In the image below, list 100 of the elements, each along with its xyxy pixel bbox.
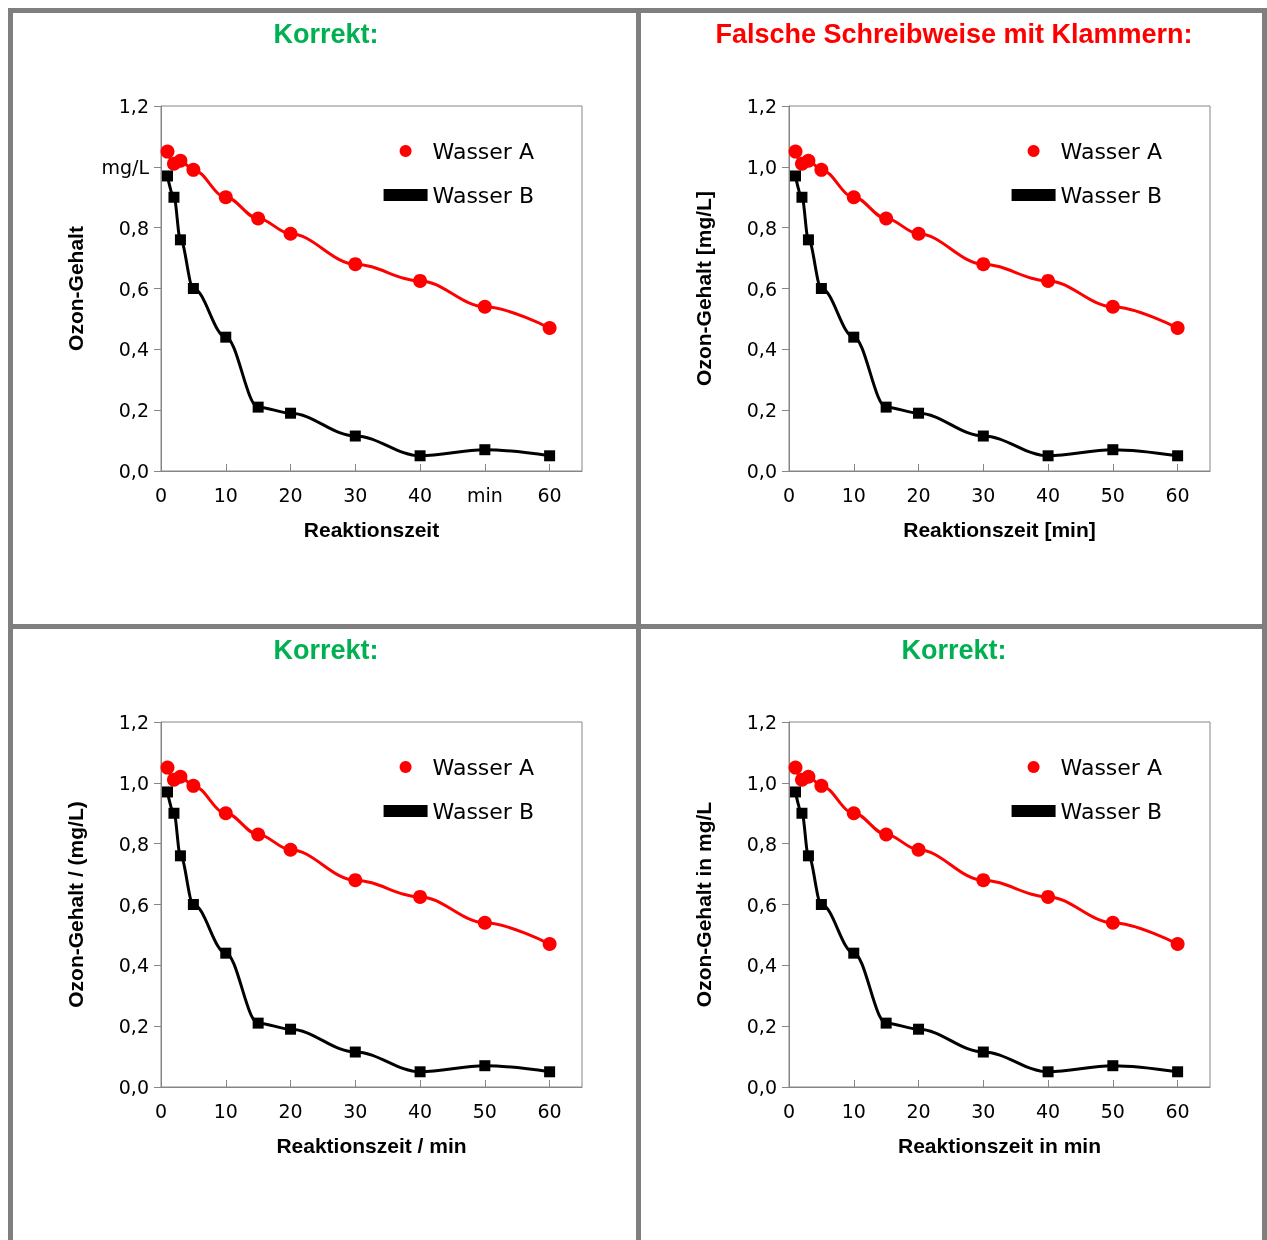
legend-label: Wasser B [432,798,534,824]
point [220,947,232,959]
x-tick-label: 40 [1035,483,1061,506]
y-tick-label: 0,2 [746,399,777,422]
point [1170,937,1185,952]
point [414,1066,426,1078]
point [815,899,827,910]
x-axis-title: Reaktionszeit / min [276,1134,467,1157]
point [814,162,829,177]
point [846,190,861,205]
point [1107,1060,1119,1072]
point [479,444,491,456]
point [168,807,180,819]
y-tick-label: 0,2 [118,399,149,422]
point [542,321,557,336]
point [977,1046,989,1058]
y-tick-label: 1,0 [118,771,149,794]
x-axis-title: Reaktionszeit [min] [903,518,1096,541]
point [173,769,188,784]
x-tick-label: 20 [906,483,931,506]
x-axis-title: Reaktionszeit [303,518,440,541]
x-tick-label: 20 [906,1099,931,1122]
point [283,842,298,857]
point [173,153,188,168]
point [913,407,925,419]
point [186,162,201,177]
y-tick-label: 0,0 [746,460,777,482]
point [285,1023,297,1035]
x-tick-label: min [466,483,503,506]
y-tick-label: 0,8 [746,216,777,239]
legend-label: Wasser A [1060,138,1162,164]
point [977,430,989,442]
y-tick-label: 1,2 [118,95,149,117]
x-tick-label: 10 [841,483,866,506]
point [251,211,266,226]
point [220,331,232,343]
x-tick-label: 30 [343,1099,368,1122]
x-tick-label: 20 [278,483,303,506]
y-tick-label: 0,6 [118,277,149,300]
point [976,873,991,888]
point [168,191,180,203]
x-tick-label: 40 [407,483,433,506]
point [802,850,814,862]
point [879,211,894,226]
point [413,889,428,904]
y-tick-label: 1,0 [746,155,777,178]
point [348,873,363,888]
x-tick-label: 50 [1100,483,1125,506]
point [187,899,199,910]
point [544,450,556,462]
point [801,769,816,784]
x-tick-label: 60 [537,483,562,506]
point [542,937,557,952]
y-axis-title: Ozon-Gehalt [64,226,87,351]
point [880,1017,892,1029]
point [477,299,492,314]
point [913,1023,925,1035]
point [348,257,363,272]
point [848,947,860,959]
point [1042,1066,1054,1078]
point [789,786,801,798]
x-tick-label: 40 [1035,1099,1061,1122]
point [789,170,801,182]
point [161,170,173,182]
x-tick-label: 60 [1165,483,1190,506]
point [880,401,892,413]
point [1041,889,1056,904]
point [283,226,298,241]
y-tick-label: 0,0 [118,1076,149,1098]
x-tick-label: 30 [343,483,368,506]
y-tick-label: 0,8 [118,832,149,855]
y-axis-title: Ozon-Gehalt [mg/L] [692,191,715,386]
y-tick-label: 0,8 [746,832,777,855]
point [788,760,803,775]
x-tick-label: 0 [782,483,796,506]
point [1172,450,1184,462]
y-tick-label: 1,2 [746,95,777,117]
point [174,850,186,862]
y-tick-label: 0,4 [118,338,149,361]
point [285,407,297,419]
chart-title: Korrekt: [901,634,1007,665]
x-tick-label: 0 [154,483,168,506]
y-tick-label: 0,2 [746,1015,777,1038]
x-tick-label: 10 [213,483,238,506]
x-tick-label: 60 [537,1099,562,1122]
x-tick-label: 30 [971,483,996,506]
y-tick-label: 0,4 [118,954,149,977]
point [251,827,266,842]
point [349,1046,361,1058]
point [349,430,361,442]
x-tick-label: 40 [407,1099,433,1122]
point [788,144,803,159]
y-tick-label: 0,6 [746,277,777,300]
point [252,1017,264,1029]
y-tick-label: 0,2 [118,1015,149,1038]
x-tick-label: 20 [278,1099,303,1122]
y-tick-label: 1,2 [118,711,149,733]
point [544,1066,556,1078]
y-tick-label: mg/L [101,155,150,178]
x-tick-label: 0 [782,1099,796,1122]
